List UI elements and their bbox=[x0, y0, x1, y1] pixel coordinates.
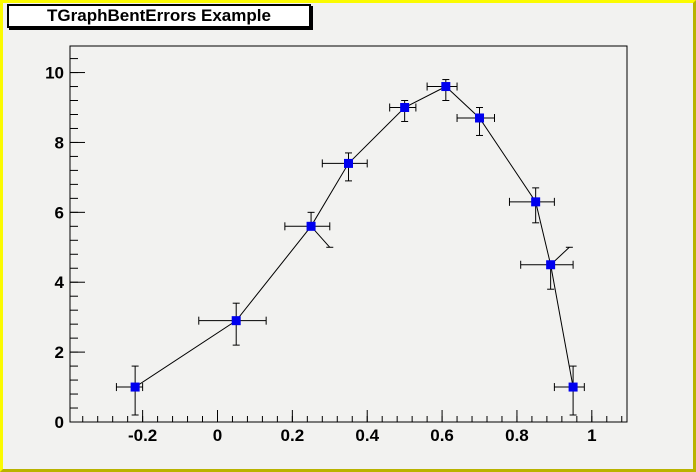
x-axis-tick-label: 1 bbox=[587, 426, 596, 445]
x-axis-tick-label: 0.6 bbox=[430, 426, 454, 445]
data-marker[interactable] bbox=[531, 197, 541, 207]
y-axis-tick-label: 4 bbox=[55, 273, 65, 292]
data-marker[interactable] bbox=[441, 82, 451, 92]
data-marker[interactable] bbox=[400, 103, 410, 113]
y-axis-tick-label: 0 bbox=[55, 413, 64, 432]
y-axis-tick-label: 2 bbox=[55, 343, 64, 362]
x-axis-tick-label: 0.8 bbox=[505, 426, 529, 445]
data-marker[interactable] bbox=[231, 316, 241, 326]
x-axis-tick-label: 0 bbox=[213, 426, 222, 445]
data-marker[interactable] bbox=[130, 382, 140, 392]
plot-title-box[interactable]: TGraphBentErrors Example bbox=[7, 4, 311, 28]
x-axis-tick-label: 0.2 bbox=[281, 426, 305, 445]
graph-line bbox=[134, 85, 574, 388]
y-axis-tick-label: 6 bbox=[55, 203, 64, 222]
y-axis-tick-label: 8 bbox=[55, 133, 64, 152]
data-marker[interactable] bbox=[568, 382, 578, 392]
y-axis-tick-label: 10 bbox=[45, 64, 64, 83]
x-axis-tick-label: -0.2 bbox=[128, 426, 157, 445]
data-marker[interactable] bbox=[344, 158, 353, 168]
data-marker[interactable] bbox=[475, 113, 485, 123]
data-marker[interactable] bbox=[546, 260, 556, 270]
plot-frame bbox=[69, 45, 628, 423]
x-axis-tick-label: 0.4 bbox=[355, 426, 379, 445]
plot-title: TGraphBentErrors Example bbox=[47, 6, 271, 25]
data-marker[interactable] bbox=[306, 221, 316, 231]
